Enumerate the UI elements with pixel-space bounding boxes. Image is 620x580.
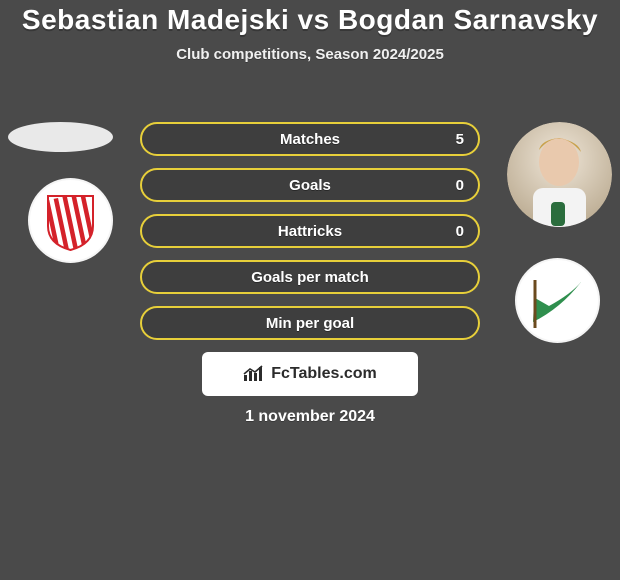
stat-row: Goals 0 xyxy=(140,168,480,202)
stat-row: Matches 5 xyxy=(140,122,480,156)
club-left-logo xyxy=(28,178,113,263)
stats-list: Matches 5 Goals 0 Hattricks 0 Goals per … xyxy=(140,122,480,352)
stat-label: Min per goal xyxy=(142,315,478,332)
stat-label: Hattricks xyxy=(142,223,478,240)
comparison-card: Sebastian Madejski vs Bogdan Sarnavsky C… xyxy=(0,0,620,580)
player-right-avatar xyxy=(507,122,612,227)
watermark-badge[interactable]: FcTables.com xyxy=(202,352,418,396)
stat-label: Goals per match xyxy=(142,269,478,286)
stat-value-right: 0 xyxy=(456,223,464,240)
player-left-avatar xyxy=(8,122,113,152)
stat-row: Goals per match xyxy=(140,260,480,294)
player-photo-placeholder-icon xyxy=(507,122,612,227)
page-title: Sebastian Madejski vs Bogdan Sarnavsky xyxy=(0,0,620,36)
stat-row: Hattricks 0 xyxy=(140,214,480,248)
subtitle: Club competitions, Season 2024/2025 xyxy=(0,46,620,63)
bar-chart-icon xyxy=(243,365,265,383)
stat-row: Min per goal xyxy=(140,306,480,340)
stat-value-right: 5 xyxy=(456,131,464,148)
stat-value-right: 0 xyxy=(456,177,464,194)
generated-date: 1 november 2024 xyxy=(0,408,620,426)
stat-label: Matches xyxy=(142,131,478,148)
stat-label: Goals xyxy=(142,177,478,194)
club-right-logo xyxy=(515,258,600,343)
watermark-text: FcTables.com xyxy=(271,365,377,383)
lechia-icon xyxy=(515,258,600,343)
cracovia-icon xyxy=(28,178,113,263)
